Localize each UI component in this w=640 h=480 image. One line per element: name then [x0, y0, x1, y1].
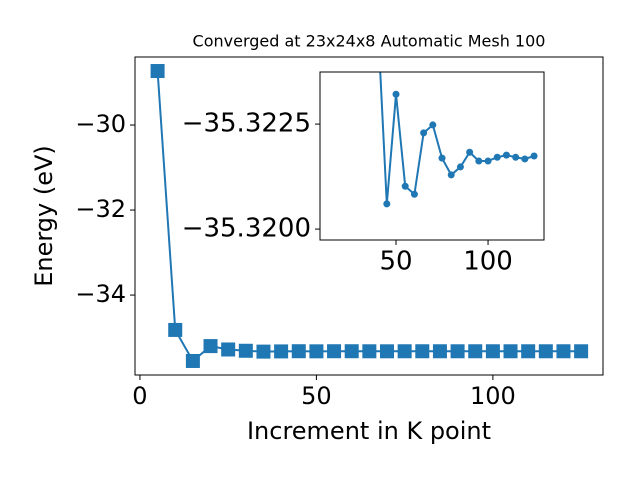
data-point — [521, 155, 529, 163]
data-point — [383, 200, 391, 208]
data-point — [344, 344, 359, 359]
data-point — [420, 129, 428, 137]
data-point — [485, 344, 500, 359]
data-point — [456, 163, 464, 171]
data-point — [447, 171, 455, 179]
x-tick-label: 0 — [132, 382, 147, 410]
data-point — [203, 339, 218, 354]
data-point — [466, 148, 474, 156]
data-point — [538, 344, 553, 359]
data-point — [530, 152, 538, 160]
data-point — [438, 154, 446, 162]
data-point — [493, 153, 501, 161]
y-tick-label: −32 — [75, 195, 126, 223]
data-point — [512, 153, 520, 161]
series — [150, 64, 589, 368]
data-point — [556, 344, 571, 359]
series — [374, 16, 538, 208]
data-point — [397, 344, 412, 359]
data-point — [475, 157, 483, 165]
axes-frame — [134, 56, 604, 376]
x-tick-label: 50 — [301, 382, 332, 410]
data-point — [415, 344, 430, 359]
y-tick-label: −35.3200 — [182, 214, 311, 244]
data-point — [256, 344, 271, 359]
y-tick-label: −35.3225 — [182, 109, 311, 139]
y-tick-label: −34 — [75, 280, 126, 308]
data-point — [168, 322, 183, 337]
data-point — [468, 344, 483, 359]
data-point — [274, 344, 289, 359]
data-point — [238, 343, 253, 358]
data-point — [392, 90, 400, 98]
data-point — [185, 353, 200, 368]
data-point — [410, 190, 418, 198]
data-point — [327, 344, 342, 359]
data-point — [362, 344, 377, 359]
x-tick-label: 100 — [470, 382, 516, 410]
data-point — [432, 344, 447, 359]
y-axis-label: Energy (eV) — [30, 145, 58, 287]
data-point — [374, 16, 381, 23]
y-tick-label: −30 — [75, 110, 126, 138]
axes-frame — [319, 71, 545, 241]
data-point — [291, 344, 306, 359]
x-axis-label: Increment in K point — [247, 417, 491, 445]
data-point — [484, 157, 492, 165]
data-point — [221, 342, 236, 357]
x-tick-label: 100 — [463, 247, 513, 277]
data-point — [503, 344, 518, 359]
data-point — [521, 344, 536, 359]
data-point — [502, 151, 510, 159]
x-tick-label: 50 — [379, 247, 412, 277]
data-point — [150, 64, 165, 79]
data-point — [574, 344, 589, 359]
data-point — [309, 344, 324, 359]
chart-title: Converged at 23x24x8 Automatic Mesh 100 — [193, 32, 546, 51]
data-point — [429, 121, 437, 129]
data-point — [380, 344, 394, 359]
data-point — [450, 344, 465, 359]
data-point — [401, 182, 409, 190]
